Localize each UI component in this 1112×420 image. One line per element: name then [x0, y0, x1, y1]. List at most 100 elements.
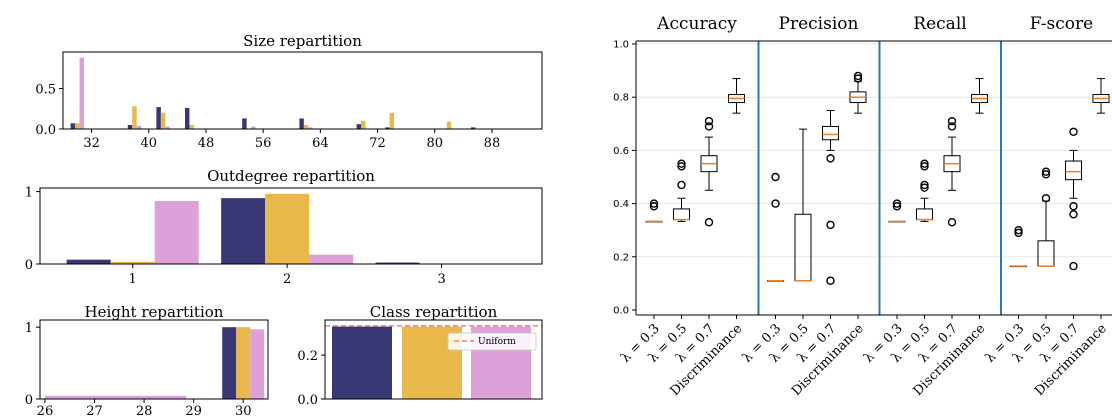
outdeg-xtick-label: 1 — [129, 272, 137, 287]
box-outlier — [947, 122, 957, 131]
box-outlier — [1069, 127, 1078, 136]
box-outlier — [677, 162, 686, 171]
metric-group-title: Accuracy — [656, 14, 737, 34]
box-outlier — [1069, 210, 1078, 219]
height-bar — [250, 329, 265, 399]
metric-group-title: Precision — [779, 14, 859, 34]
box-outlier — [771, 172, 780, 182]
class-ytick-label: 0.2 — [297, 349, 318, 364]
box-outlier — [1014, 225, 1023, 235]
outdeg-xtick-label: 3 — [437, 272, 445, 287]
metrics-ytick-label: 0.6 — [613, 146, 629, 157]
class-legend-label: Uniform — [478, 337, 516, 347]
size-bar — [132, 106, 137, 129]
class-legend-box — [447, 332, 537, 351]
size-chart-frame — [62, 51, 543, 130]
metrics-ytick-label: 0.2 — [613, 252, 629, 263]
size-chart-title: Size repartition — [243, 32, 362, 50]
size-xtick-label: 72 — [369, 136, 386, 151]
height-xtick-label: 26 — [37, 404, 54, 419]
box-outlier — [1069, 261, 1078, 271]
height-bar — [236, 327, 251, 399]
size-bar — [308, 127, 313, 129]
size-xtick-label: 56 — [255, 136, 272, 151]
box-outlier — [704, 218, 714, 227]
size-xtick-label: 32 — [83, 136, 100, 151]
size-bar — [446, 121, 452, 129]
size-bar — [361, 120, 366, 129]
height-xtick-label: 30 — [235, 404, 252, 419]
box-outlier — [771, 199, 780, 208]
outdeg-chart-frame — [39, 187, 543, 265]
outdeg-chart-title: Outdegree repartition — [207, 167, 375, 185]
box-outlier — [649, 199, 659, 208]
box-outlier — [920, 159, 929, 168]
outdeg-ytick-label: 0 — [25, 258, 33, 273]
outdeg-bar — [66, 259, 111, 264]
class-chart-title: Class repartition — [370, 303, 498, 321]
box-body — [822, 125, 839, 141]
size-bar — [127, 124, 133, 129]
height-xtick-label: 27 — [86, 404, 103, 419]
outdeg-bar — [265, 193, 310, 264]
box-outlier — [677, 159, 686, 168]
size-bar — [70, 123, 76, 129]
box-outlier — [892, 199, 902, 208]
box-outlier — [920, 180, 929, 190]
outdeg-bar — [375, 262, 420, 264]
height-xtick-label: 28 — [136, 404, 153, 419]
box-outlier — [892, 202, 902, 211]
class-bar — [332, 326, 392, 399]
height-ytick-label: 1 — [25, 321, 33, 336]
outdeg-bar — [309, 254, 354, 264]
height-small-bar — [44, 395, 187, 399]
height-bar — [222, 327, 237, 399]
box-outlier — [947, 218, 957, 227]
outdeg-xtick-label: 2 — [283, 272, 291, 287]
box-outlier — [920, 162, 929, 171]
height-chart-title: Height repartition — [85, 303, 224, 321]
height-xtick-label: 29 — [185, 404, 202, 419]
size-bar — [189, 124, 194, 129]
box-outlier — [826, 220, 835, 230]
box-outlier — [677, 180, 686, 190]
box-outlier — [1041, 167, 1051, 176]
size-bar — [165, 126, 170, 129]
size-xtick-label: 48 — [198, 136, 215, 151]
box-outlier — [1069, 202, 1078, 211]
size-bar — [136, 125, 142, 129]
metrics-ytick-label: 0.8 — [613, 93, 629, 104]
size-bar — [299, 118, 304, 129]
box-outlier — [1014, 228, 1023, 238]
size-bar — [242, 118, 247, 129]
size-bar — [184, 107, 190, 129]
box-outlier — [826, 154, 835, 163]
metric-group-title: Recall — [913, 14, 966, 34]
box-outlier — [1041, 170, 1051, 179]
outdeg-ytick-label: 1 — [25, 186, 33, 201]
box-outlier — [826, 276, 835, 285]
size-bar — [160, 112, 166, 129]
size-xtick-label: 64 — [312, 136, 329, 151]
metrics-ytick-label: 0.4 — [613, 199, 629, 210]
size-bar — [79, 57, 85, 129]
box-outlier — [704, 116, 714, 126]
size-xtick-label: 88 — [484, 136, 501, 151]
box-outlier — [649, 202, 659, 211]
class-ytick-label: 0.0 — [297, 393, 318, 408]
box-outlier — [853, 71, 863, 81]
size-bar — [470, 127, 476, 129]
size-bar — [356, 124, 362, 129]
size-bar — [303, 124, 309, 129]
size-bar — [251, 126, 256, 129]
size-xtick-label: 80 — [426, 136, 443, 151]
box-outlier — [947, 116, 957, 126]
size-ytick-label: 0.5 — [35, 82, 56, 97]
height-chart-frame — [39, 319, 269, 400]
box-outlier — [920, 183, 929, 192]
size-bar — [75, 123, 80, 129]
box-body — [1065, 160, 1082, 181]
size-bar — [156, 107, 161, 129]
height-ytick-label: 0 — [25, 393, 33, 408]
